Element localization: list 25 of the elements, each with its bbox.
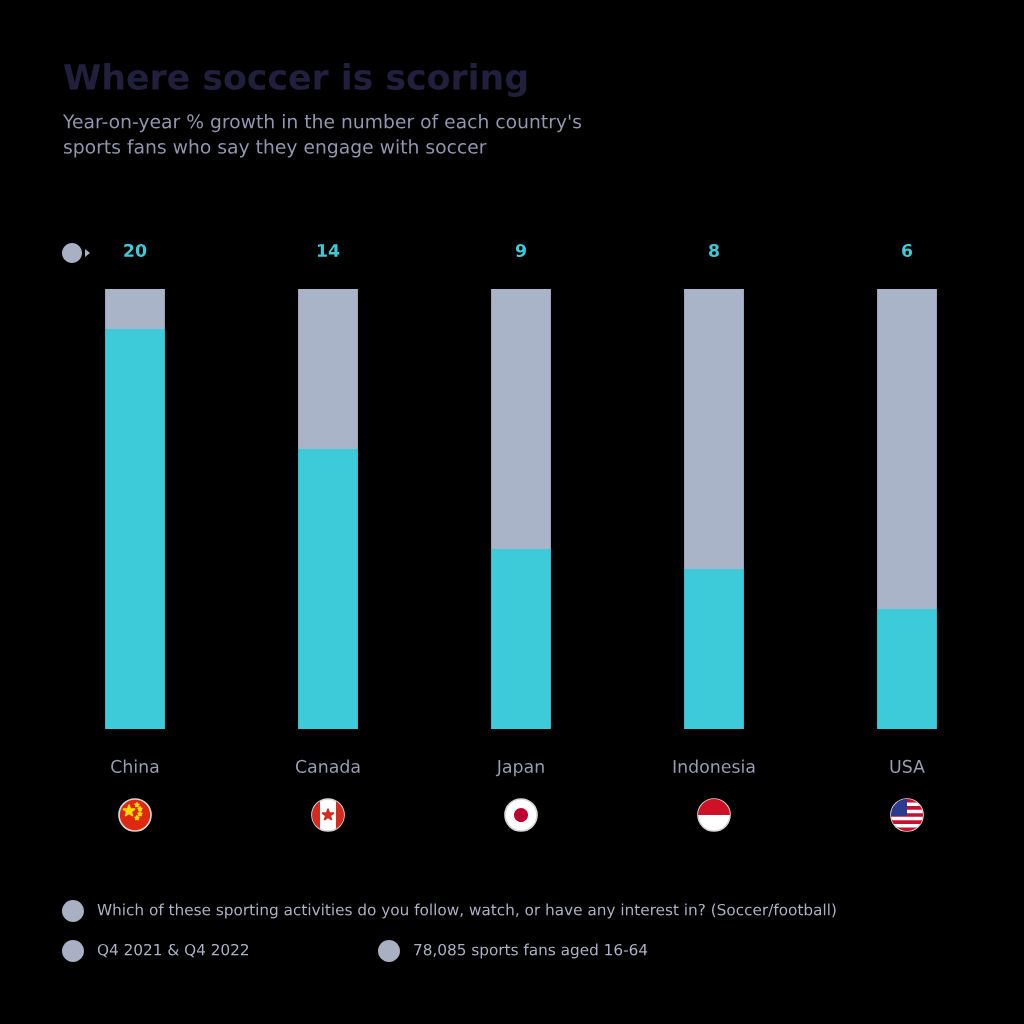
chart-title: Where soccer is scoring <box>64 63 527 97</box>
bar <box>877 609 937 729</box>
bar <box>491 289 551 549</box>
data-label: 9 <box>515 243 526 258</box>
x-tick-label: Canada <box>295 759 360 773</box>
bar <box>298 449 358 729</box>
text: Which of these sporting activities do you follow, watch, or have any interest in? (Soccer/football) <box>97 903 836 919</box>
x-tick-label: Indonesia <box>673 759 755 773</box>
bar <box>684 289 744 569</box>
x-tick-label: China <box>111 759 159 773</box>
x-tick-label: Japan <box>495 760 544 777</box>
bar <box>298 289 358 449</box>
x-tick-label: USA <box>890 759 925 773</box>
bar <box>684 569 744 729</box>
data-label: 14 <box>317 244 340 257</box>
data-label: 20 <box>124 243 147 258</box>
bar <box>105 329 165 729</box>
bar <box>491 549 551 729</box>
text: 78,085 sports fans aged 16-64 <box>414 943 648 959</box>
data-label: 8 <box>709 243 719 258</box>
bar <box>877 289 937 609</box>
text: Q4 2021 & Q4 2022 <box>97 943 249 958</box>
chart-subtitle: Year-on-year % growth in the number of each country's sports fans who say they engage with soccer <box>62 114 582 158</box>
data-label: 6 <box>902 243 913 258</box>
bar <box>105 289 165 329</box>
